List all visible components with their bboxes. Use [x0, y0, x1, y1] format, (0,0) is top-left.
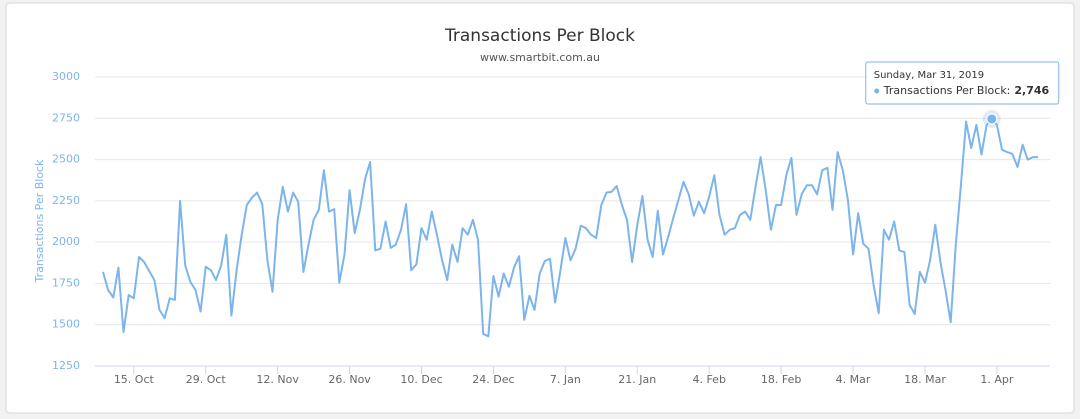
x-tick-label: 29. Oct [186, 373, 227, 386]
tooltip-value: 2,746 [1014, 84, 1049, 97]
x-tick-label: 18. Mar [904, 373, 946, 386]
x-tick-label: 21. Jan [618, 373, 656, 386]
x-tick-label: 26. Nov [328, 373, 371, 386]
x-tick-label: 15. Oct [114, 373, 155, 386]
y-tick-label: 2500 [52, 153, 80, 166]
x-tick-label: 18. Feb [761, 373, 801, 386]
x-tick-label: 1. Apr [980, 373, 1013, 386]
highlight-point [986, 113, 998, 125]
chart-card [5, 2, 1075, 414]
y-tick-label: 2000 [52, 235, 80, 248]
y-tick-label: 2750 [52, 111, 80, 124]
tooltip-header: Sunday, Mar 31, 2019 [874, 70, 984, 81]
x-tick-label: 10. Dec [400, 373, 442, 386]
tooltip-bullet [874, 88, 880, 94]
data-line [102, 117, 1038, 338]
chart-subtitle: www.smartbit.com.au [480, 51, 600, 64]
chart-title: Transactions Per Block [444, 26, 635, 46]
y-tick-label: 1750 [52, 276, 80, 289]
y-tick-label: 1500 [52, 318, 80, 331]
x-tick-label: 7. Jan [550, 373, 581, 386]
x-tick-label: 12. Nov [256, 373, 299, 386]
x-tick-label: 24. Dec [472, 373, 514, 386]
x-tick-label: 4. Feb [692, 373, 725, 386]
y-tick-label: 1250 [52, 359, 80, 372]
y-axis-title: Transactions Per Block [33, 159, 46, 284]
x-tick-label: 4. Mar [836, 373, 871, 386]
y-tick-label: 2250 [52, 194, 80, 207]
tooltip-box [865, 61, 1060, 105]
tooltip-label: Transactions Per Block: [883, 84, 1011, 97]
y-tick-label: 3000 [52, 70, 80, 83]
